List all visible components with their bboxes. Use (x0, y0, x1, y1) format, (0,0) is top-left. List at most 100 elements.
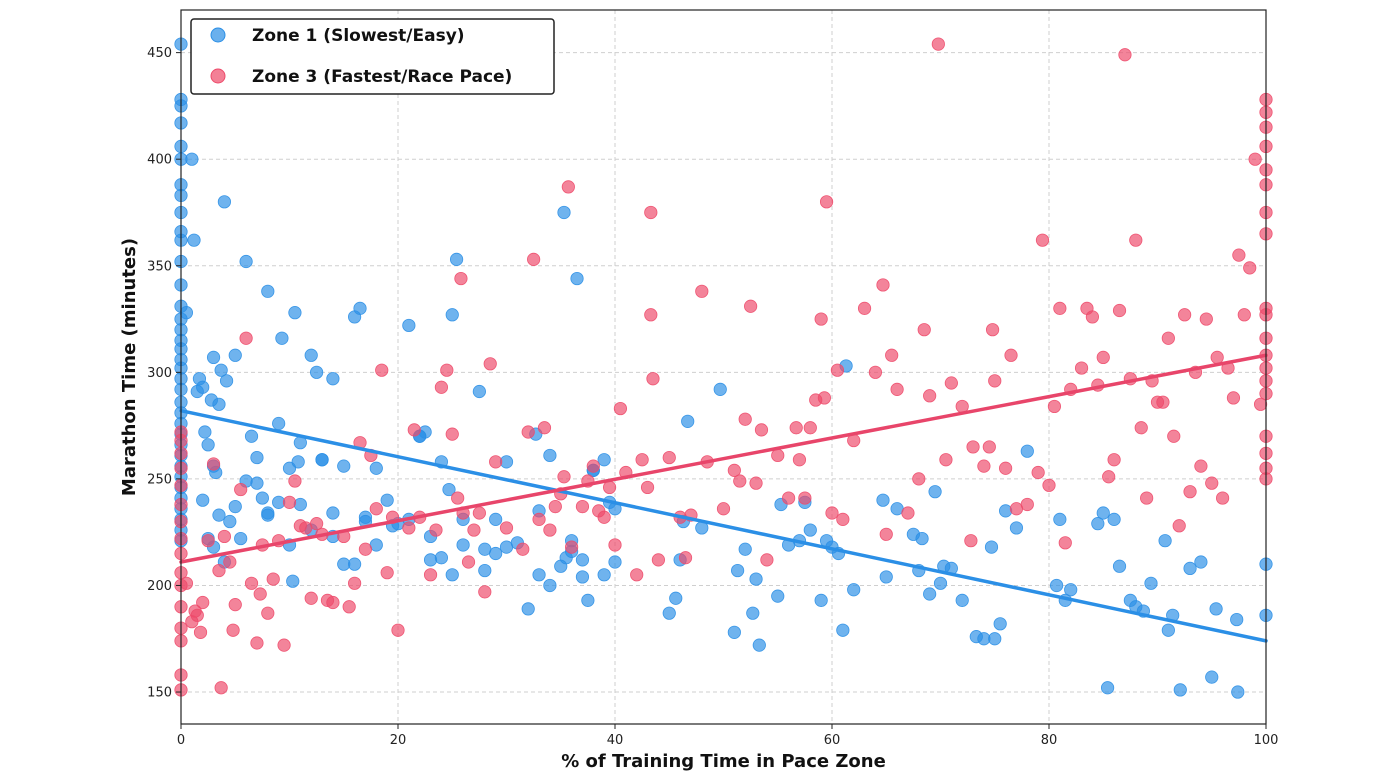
data-point (288, 474, 302, 488)
data-point (988, 374, 1002, 388)
data-point (781, 491, 796, 505)
data-point (196, 595, 210, 610)
data-point (586, 459, 600, 473)
data-point (478, 563, 492, 578)
data-point (1031, 465, 1045, 480)
x-tick-label: 0 (177, 733, 185, 748)
data-point (456, 538, 470, 552)
data-point (749, 476, 763, 490)
data-point (223, 555, 237, 569)
data-point (716, 502, 731, 516)
data-point (1183, 485, 1197, 499)
data-point (630, 568, 644, 582)
data-point (472, 384, 486, 399)
data-point (310, 365, 324, 379)
x-tick-label: 100 (1254, 733, 1279, 748)
data-point (234, 531, 248, 546)
data-point (564, 540, 579, 554)
y-tick-label: 400 (147, 153, 172, 168)
data-point (559, 551, 573, 565)
data-point (917, 323, 931, 337)
data-point (380, 566, 394, 580)
data-point (1248, 152, 1262, 166)
data-point (939, 453, 953, 467)
data-point (369, 461, 383, 475)
data-point (1009, 521, 1024, 535)
data-point (353, 301, 367, 315)
data-point (836, 623, 850, 637)
data-point (988, 632, 1002, 646)
data-point (868, 365, 883, 379)
data-point (1232, 248, 1246, 262)
data-point (293, 497, 307, 512)
data-point (548, 500, 562, 514)
data-point (1004, 348, 1018, 362)
y-tick-label: 200 (147, 579, 172, 594)
data-point (1058, 536, 1072, 550)
data-point (944, 376, 958, 390)
legend-label-zone3: Zone 3 (Fastest/Race Pace) (252, 67, 512, 87)
data-point (1064, 583, 1078, 597)
data-point (1102, 470, 1116, 484)
data-point (402, 318, 416, 333)
data-point (1107, 453, 1121, 467)
data-point (847, 583, 861, 597)
data-point (1178, 308, 1192, 322)
data-point (304, 591, 318, 605)
y-tick-label: 150 (147, 686, 172, 701)
data-point (681, 414, 695, 428)
data-point (1020, 497, 1034, 512)
data-point (201, 438, 215, 452)
data-point (713, 382, 727, 396)
data-point (286, 574, 300, 588)
data-point (830, 363, 845, 377)
legend: Zone 1 (Slowest/Easy) Zone 3 (Fastest/Ra… (190, 18, 555, 95)
y-axis-ticks: 150 200 250 300 350 400 450 (147, 46, 181, 701)
data-point (228, 598, 242, 612)
data-point (814, 593, 828, 607)
data-point (923, 389, 937, 403)
data-point (1091, 517, 1105, 531)
data-point (250, 476, 264, 490)
data-point (239, 331, 253, 345)
plot-frame (180, 9, 1267, 725)
data-point (358, 542, 373, 556)
data-point (253, 587, 267, 601)
data-point (1210, 350, 1224, 365)
data-point (185, 152, 199, 166)
data-point (557, 205, 571, 220)
data-point (380, 493, 394, 507)
data-point (1205, 670, 1219, 684)
data-point (1161, 623, 1175, 637)
trendlines (179, 353, 1268, 643)
data-point (931, 37, 945, 51)
data-point (1140, 491, 1154, 505)
data-point (217, 195, 231, 209)
data-point (527, 252, 541, 266)
data-point (326, 595, 340, 610)
data-point (695, 284, 709, 298)
data-point (489, 512, 503, 526)
data-point (789, 421, 803, 435)
data-point (291, 455, 305, 469)
data-point (193, 625, 208, 639)
x-tick-label: 40 (607, 733, 624, 748)
data-point (733, 474, 747, 488)
data-point (521, 425, 535, 439)
trendline-zone3 (179, 353, 1268, 564)
data-point (288, 306, 302, 320)
data-point (1230, 612, 1244, 627)
data-point (738, 412, 752, 426)
data-point (744, 299, 758, 313)
data-point (326, 372, 340, 386)
data-point (402, 521, 416, 535)
data-point (803, 421, 817, 435)
data-point (1194, 555, 1208, 569)
data-point (749, 572, 763, 586)
data-point (985, 323, 1000, 337)
data-point (570, 271, 584, 286)
x-tick-label: 80 (1041, 733, 1058, 748)
legend-marker-zone1 (210, 27, 226, 43)
data-point (754, 423, 769, 437)
